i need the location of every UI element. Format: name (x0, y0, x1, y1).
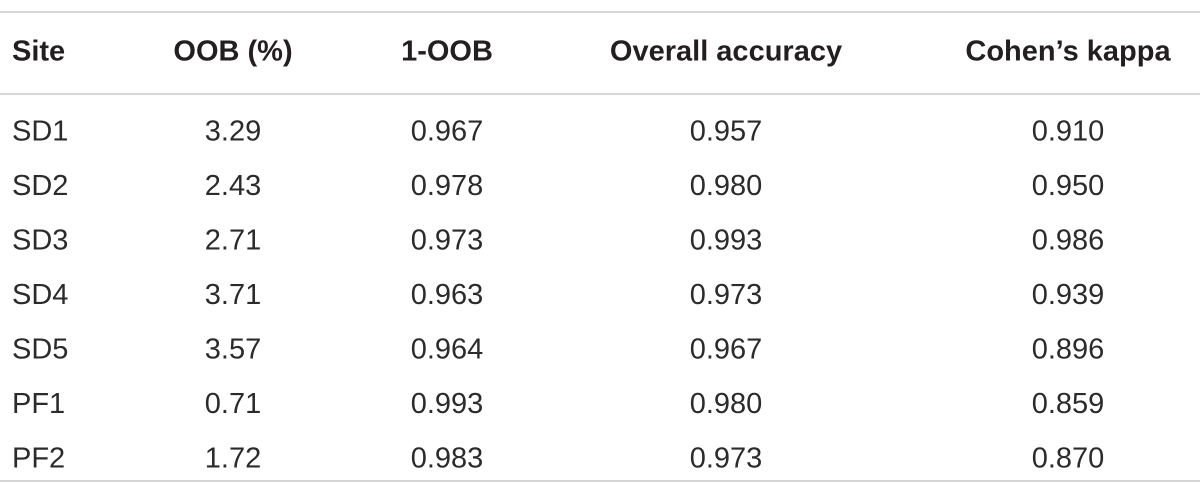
cell: 0.950 (1032, 170, 1105, 202)
cell: 1.72 (205, 443, 261, 475)
cell: 0.980 (690, 170, 763, 202)
cell: 0.896 (1032, 334, 1105, 366)
row-label: SD1 (12, 116, 68, 148)
header-cell: Cohen’s kappa (965, 36, 1171, 68)
row-label: PF2 (12, 443, 65, 475)
cell: 0.910 (1032, 116, 1105, 148)
cell: 0.71 (205, 388, 261, 420)
cell: 0.963 (411, 279, 484, 311)
cell: 0.973 (690, 279, 763, 311)
header-cell: OOB (%) (173, 36, 292, 68)
cell: 0.870 (1032, 443, 1105, 475)
header-cell: 1-OOB (401, 36, 493, 68)
cell: 0.980 (690, 388, 763, 420)
row-label: SD5 (12, 334, 68, 366)
cell: 0.859 (1032, 388, 1105, 420)
row-label: PF1 (12, 388, 65, 420)
cell: 0.967 (690, 334, 763, 366)
cell: 2.71 (205, 225, 261, 257)
row-label: SD2 (12, 170, 68, 202)
cell: 0.973 (690, 443, 763, 475)
cell: 0.993 (411, 388, 484, 420)
row-label: SD4 (12, 279, 68, 311)
cell: 0.986 (1032, 225, 1105, 257)
row-label: SD3 (12, 225, 68, 257)
cell: 0.973 (411, 225, 484, 257)
cell: 0.978 (411, 170, 484, 202)
cell: 0.939 (1032, 279, 1105, 311)
cell: 0.957 (690, 116, 763, 148)
header-cell: Site (12, 36, 65, 68)
cell: 3.57 (205, 334, 261, 366)
cell: 2.43 (205, 170, 261, 202)
header-cell: Overall accuracy (610, 36, 842, 68)
cell: 0.993 (690, 225, 763, 257)
cell: 3.29 (205, 116, 261, 148)
cell: 0.967 (411, 116, 484, 148)
cell: 0.964 (411, 334, 484, 366)
cell: 3.71 (205, 279, 261, 311)
cell: 0.983 (411, 443, 484, 475)
